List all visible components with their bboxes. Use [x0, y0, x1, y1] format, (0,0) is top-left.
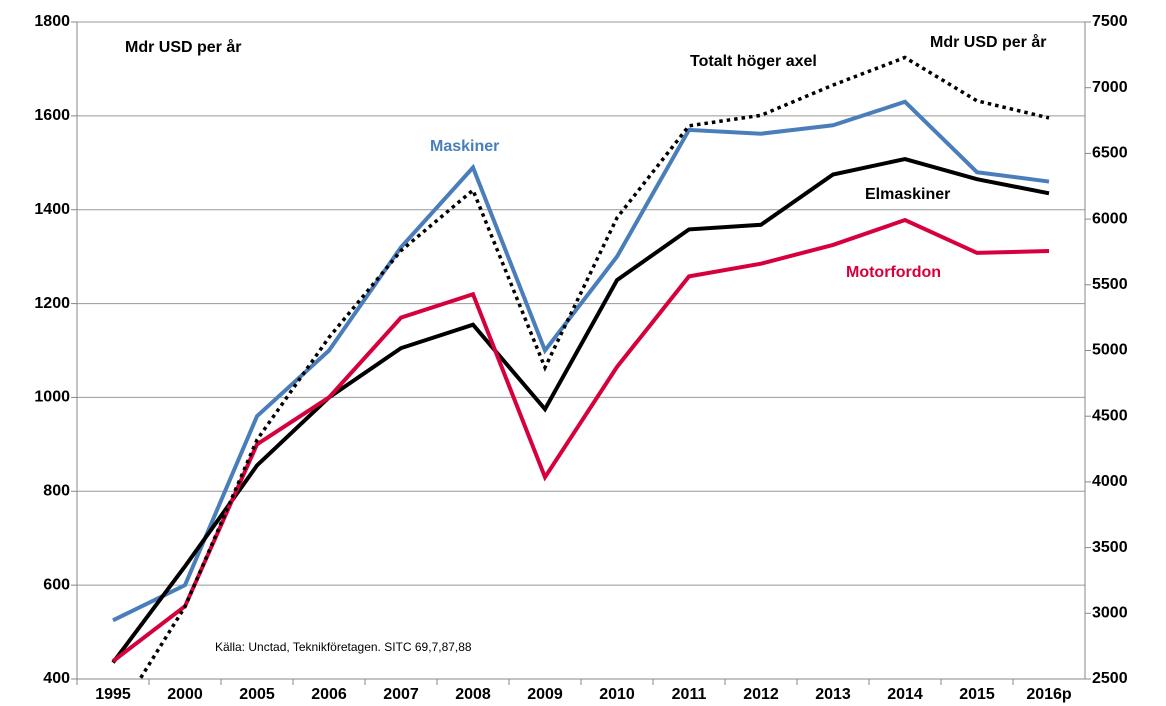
series-line: [111, 217, 1050, 663]
series-label: Maskiner: [430, 138, 499, 155]
y-tick-label: 1400: [34, 201, 70, 218]
y2-tick-label: 4000: [1092, 473, 1128, 490]
y2-tick-label: 3000: [1092, 605, 1128, 622]
y-tick-label: 1000: [34, 389, 70, 406]
annotation: Mdr USD per år: [125, 38, 241, 56]
x-tick-label: 2008: [455, 686, 491, 703]
y2-tick-label: 2500: [1092, 670, 1128, 687]
y2-tick-label: 4500: [1092, 407, 1128, 424]
y2-tick-label: 5500: [1092, 276, 1128, 293]
plot-area: [111, 55, 1050, 679]
annotation: Källa: Unctad, Teknikföretagen. SITC 69,…: [215, 640, 472, 654]
x-tick-label: 2000: [167, 686, 203, 703]
x-tick-label: 2011: [672, 686, 707, 703]
x-tick-label: 2013: [815, 686, 851, 703]
x-tick-label: 2010: [599, 686, 635, 703]
series-line: [111, 156, 1050, 664]
y-tick-label: 1200: [34, 295, 70, 312]
y2-tick-label: 7000: [1092, 79, 1128, 96]
x-tick-label: 1995: [95, 686, 131, 703]
y2-tick-label: 3500: [1092, 539, 1128, 556]
x-tick-label: 2012: [743, 686, 779, 703]
y2-tick-label: 6000: [1092, 210, 1128, 227]
y-tick-label: 600: [43, 576, 70, 593]
y2-tick-label: 7500: [1092, 13, 1128, 30]
series-line: [112, 99, 1050, 623]
x-tick-label: 2005: [239, 686, 275, 703]
x-tick-label: 2014: [887, 686, 923, 703]
x-tick-label: 2006: [311, 686, 347, 703]
annotation: Mdr USD per år: [930, 33, 1046, 51]
series-label: Totalt höger axel: [690, 53, 817, 70]
y-tick-label: 800: [43, 483, 70, 500]
series-line: [137, 55, 1050, 679]
x-tick-label: 2007: [383, 686, 419, 703]
x-tick-label: 2009: [527, 686, 563, 703]
x-tick-label: 2016p: [1026, 686, 1072, 703]
series-label: Motorfordon: [846, 264, 941, 281]
y-tick-label: 400: [43, 670, 70, 687]
y-tick-label: 1800: [34, 13, 70, 30]
y-tick-label: 1600: [34, 107, 70, 124]
y2-tick-label: 6500: [1092, 145, 1128, 162]
series-label: Elmaskiner: [865, 186, 950, 203]
y2-tick-label: 5000: [1092, 342, 1128, 359]
x-tick-label: 2015: [959, 686, 995, 703]
